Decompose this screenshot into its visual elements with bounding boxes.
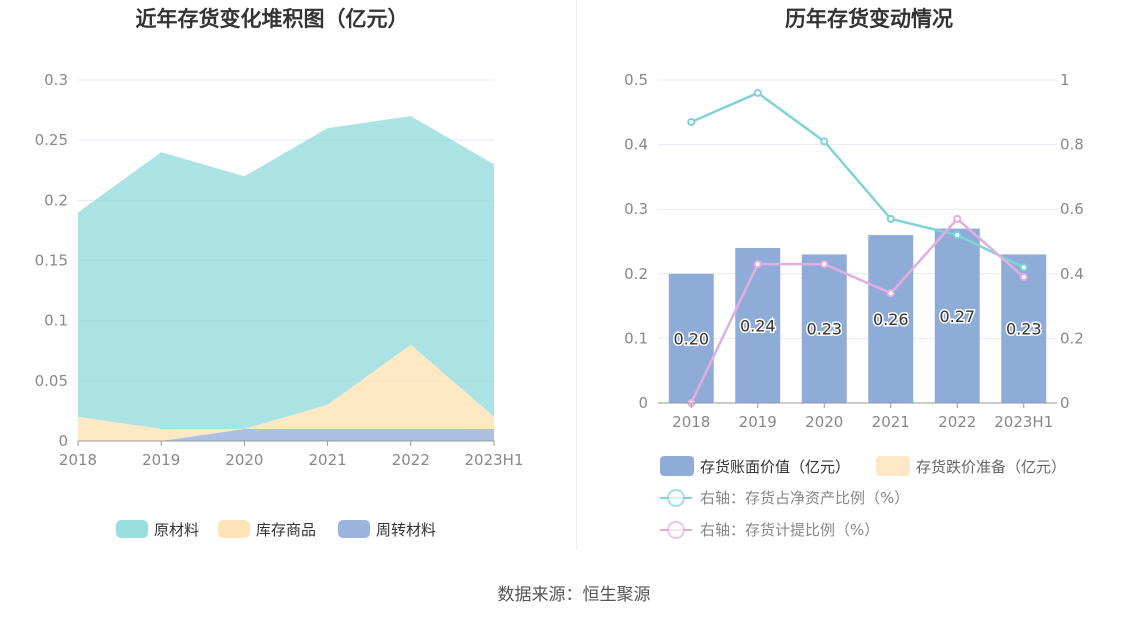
bar-2018: [668, 273, 714, 403]
area-周转材料: [78, 428, 494, 441]
left-x-tick-label: 2020: [225, 451, 263, 469]
area-原材料: [78, 116, 494, 429]
line-point-1: [953, 214, 962, 223]
legend-label-line-1: 右轴：存货计提比例（%）: [700, 521, 879, 539]
line-point-1: [753, 260, 762, 269]
right-left-y-tick-label: 0.3: [624, 200, 648, 218]
left-x-tick-label: 2021: [309, 451, 347, 469]
right-left-y-tick-label: 0.1: [624, 329, 648, 347]
left-y-tick-label: 0.25: [35, 131, 68, 149]
right-x-tick-label: 2021: [872, 413, 910, 431]
left-y-tick-label: 0: [58, 432, 68, 450]
line-point-0: [886, 214, 895, 223]
bar-2021: [868, 235, 914, 403]
right-right-y-tick-label: 0: [1060, 394, 1070, 412]
chart-divider: [576, 0, 577, 550]
legend-marker-1: [667, 521, 685, 539]
right-x-axis: 2018 2019 2020 2021 2022 2023H1: [658, 402, 1057, 431]
line-point-1: [820, 260, 829, 269]
line-point-1: [886, 289, 895, 298]
left-areas: [78, 116, 494, 441]
left-chart-title: 近年存货变化堆积图（亿元）: [136, 7, 409, 31]
legend-marker-0: [667, 489, 685, 507]
bar-value-label: 0.24: [740, 316, 776, 335]
legend-swatch-库存商品: [218, 520, 250, 538]
stacked-area-chart: 近年存货变化堆积图（亿元） 0 0.05 0.1 0.15 0.2 0.25 0.3 201…: [35, 7, 524, 539]
data-source: 数据来源：恒生聚源: [497, 585, 651, 605]
bar-value-label: 0.23: [1006, 320, 1042, 339]
legend-swatch-reserve: [876, 456, 910, 476]
right-right-y-tick-label: 0.8: [1060, 136, 1084, 154]
line-series-1: [690, 217, 1025, 404]
legend-swatch-原材料: [116, 520, 148, 538]
legend-swatch-周转材料: [338, 520, 370, 538]
line-point-0: [820, 137, 829, 146]
left-y-tick-label: 0.15: [35, 252, 68, 270]
legend-label-book-value: 存货账面价值（亿元）: [700, 458, 850, 476]
right-right-y-tick-label: 0.4: [1060, 265, 1084, 283]
right-x-tick-label: 2020: [805, 413, 843, 431]
right-chart-title: 历年存货变动情况: [785, 7, 953, 31]
line-point-0: [753, 88, 762, 97]
bar-value-label: 0.27: [939, 307, 975, 326]
left-y-axis: 0 0.05 0.1 0.15 0.2 0.25 0.3: [35, 71, 68, 450]
left-x-tick-label: 2019: [142, 451, 180, 469]
bar-2020: [801, 254, 847, 403]
legend-label-line-0: 右轴：存货占净资产比例（%）: [700, 489, 909, 507]
right-x-tick-label: 2023H1: [994, 413, 1053, 431]
left-x-tick-label: 2022: [392, 451, 430, 469]
right-right-y-tick-label: 0.6: [1060, 200, 1084, 218]
bar-2022: [934, 228, 980, 403]
bar-2019: [735, 247, 781, 403]
left-y-tick-label: 0.1: [44, 312, 68, 330]
right-left-y-tick-label: 0: [638, 394, 648, 412]
left-x-tick-label: 2018: [59, 451, 97, 469]
legend-label-周转材料: 周转材料: [376, 521, 436, 539]
right-right-y-tick-label: 1: [1060, 71, 1070, 89]
legend-label-库存商品: 库存商品: [256, 521, 316, 539]
bar-line-chart: 历年存货变动情况 0.200.24 0.230.26 0.270.23 00.10.…: [624, 7, 1084, 539]
left-y-tick-label: 0.2: [44, 191, 68, 209]
right-right-y-tick-label: 0.2: [1060, 329, 1084, 347]
right-x-tick-label: 2019: [739, 413, 777, 431]
line-point-0: [1019, 263, 1028, 272]
left-y-tick-label: 0.05: [35, 372, 68, 390]
right-left-y-tick-label: 0.5: [624, 71, 648, 89]
line-point-0: [953, 231, 962, 240]
right-left-y-tick-label: 0.2: [624, 265, 648, 283]
left-legend: 原材料 库存商品 周转材料: [116, 520, 436, 539]
legend-label-原材料: 原材料: [154, 521, 199, 539]
right-y-axes: 0 0.1 0.2 0.3 0.4 0.5 0 0.2 0.4 0.6 0.8 1: [624, 71, 1084, 412]
left-x-tick-label: 2023H1: [465, 451, 524, 469]
legend-swatch-book-value: [660, 456, 694, 476]
line-point-1: [1019, 273, 1028, 282]
right-bars: [668, 228, 1047, 403]
right-x-tick-label: 2018: [672, 413, 710, 431]
right-left-y-tick-label: 0.4: [624, 136, 648, 154]
right-legend: 存货账面价值（亿元） 存货跌价准备（亿元） 右轴：存货占净资产比例（%） 右轴：存货计…: [660, 456, 1066, 539]
bar-value-label: 0.23: [806, 320, 842, 339]
right-bar-labels: 0.20 0.24 0.23 0.26 0.27 0.23: [672, 305, 1043, 350]
area-库存商品: [78, 344, 494, 441]
line-point-0: [687, 117, 696, 126]
left-y-tick-label: 0.3: [44, 71, 68, 89]
legend-label-reserve: 存货跌价准备（亿元）: [916, 458, 1066, 476]
right-grid: [658, 79, 1057, 339]
bar-value-label: 0.26: [873, 310, 909, 329]
bar-value-label: 0.20: [673, 329, 709, 348]
right-x-tick-label: 2022: [938, 413, 976, 431]
left-x-axis: 2018 2019 2020 2021 2022 2023H1: [59, 440, 524, 469]
line-series-0: [690, 91, 1025, 269]
